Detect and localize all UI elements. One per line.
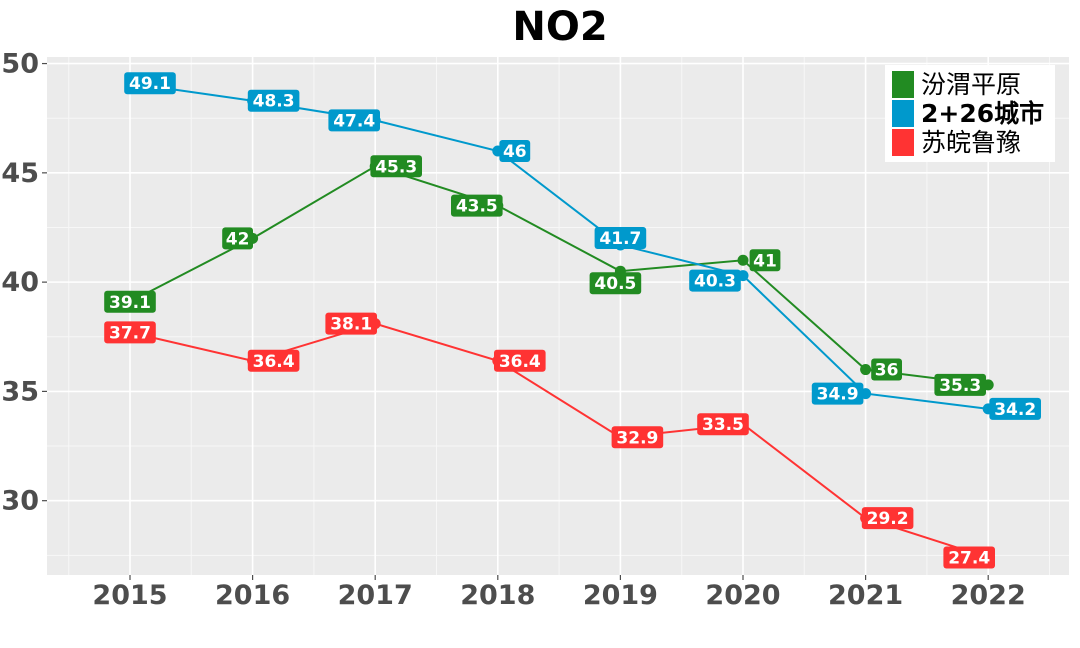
legend-key xyxy=(892,100,914,127)
data-label-box xyxy=(943,546,995,569)
data-label: 41.7 xyxy=(599,229,641,249)
data-label-box xyxy=(934,373,986,396)
y-tick-label: 50 xyxy=(1,49,39,80)
data-label-box xyxy=(861,507,914,530)
data-label-box xyxy=(247,89,300,112)
data-label: 27.4 xyxy=(948,549,990,569)
x-tick-label: 2022 xyxy=(951,580,1026,611)
data-label: 29.2 xyxy=(867,509,909,529)
data-label-box xyxy=(222,227,253,250)
x-tick-label: 2015 xyxy=(92,580,167,611)
data-label-box xyxy=(328,109,380,132)
y-axis: 30 35 40 45 50 xyxy=(1,49,47,517)
legend-label: 汾渭平原 xyxy=(921,70,1021,99)
legend-label: 苏皖鲁豫 xyxy=(921,128,1021,157)
data-label: 40.3 xyxy=(694,272,736,292)
x-tick-label: 2019 xyxy=(583,580,658,611)
y-tick-label: 45 xyxy=(1,158,39,189)
data-label: 41 xyxy=(753,251,777,271)
data-label: 36.4 xyxy=(499,352,541,372)
x-tick-label: 2021 xyxy=(828,580,903,611)
data-label-box xyxy=(811,382,864,405)
legend-key xyxy=(892,129,914,156)
data-label: 45.3 xyxy=(375,157,417,177)
x-tick-label: 2018 xyxy=(460,580,535,611)
data-point xyxy=(860,364,872,376)
data-label-box xyxy=(499,139,531,162)
series-line-1 xyxy=(129,165,989,386)
data-label: 46 xyxy=(503,142,527,162)
data-label: 48.3 xyxy=(253,92,295,112)
data-label-box xyxy=(594,226,647,249)
data-label-box xyxy=(589,272,642,295)
data-label-box xyxy=(689,269,741,292)
data-label: 35.3 xyxy=(939,376,981,396)
grid-minor xyxy=(47,57,1069,575)
data-label: 40.5 xyxy=(594,274,636,294)
legend-key xyxy=(892,71,914,98)
data-label-box xyxy=(871,358,902,381)
data-label: 34.2 xyxy=(994,400,1036,420)
data-label: 39.1 xyxy=(109,293,151,313)
data-label-box xyxy=(989,397,1041,420)
data-label-box xyxy=(124,72,176,95)
data-label-box xyxy=(451,194,503,217)
data-label-box xyxy=(611,426,664,449)
data-label: 42 xyxy=(226,229,250,249)
data-label-box xyxy=(104,290,156,313)
data-label-box xyxy=(749,249,781,272)
y-tick-label: 35 xyxy=(1,376,39,407)
series-labels: 39.1 42 45.3 43.5 40.5 41 36 35.3 49.1 48.3 47.4 46… xyxy=(104,72,1041,569)
chart-title: NO2 xyxy=(512,4,607,50)
y-tick-label: 40 xyxy=(1,267,39,298)
data-label-box xyxy=(325,312,377,335)
data-label: 34.9 xyxy=(817,385,859,405)
x-tick-label: 2016 xyxy=(215,580,290,611)
data-label: 36.4 xyxy=(253,352,295,372)
x-tick-label: 2020 xyxy=(705,580,780,611)
data-label-box xyxy=(697,413,749,436)
data-label-box xyxy=(370,155,422,178)
data-label: 43.5 xyxy=(456,197,498,217)
x-axis: 2015 2016 2017 2018 2019 2020 2021 2022 xyxy=(92,575,1026,611)
data-label-box xyxy=(494,349,546,372)
y-tick-label: 30 xyxy=(1,486,39,517)
x-tick-label: 2017 xyxy=(338,580,413,611)
data-label: 36 xyxy=(875,361,899,381)
data-label: 33.5 xyxy=(702,415,744,435)
data-label: 32.9 xyxy=(616,428,658,448)
data-label: 37.7 xyxy=(109,323,151,343)
data-label: 49.1 xyxy=(129,74,171,94)
data-point xyxy=(737,254,749,266)
legend-label: 2+26城市 xyxy=(921,99,1044,128)
data-label: 47.4 xyxy=(333,111,375,131)
data-label: 38.1 xyxy=(330,315,372,335)
data-label-box xyxy=(247,349,300,372)
data-label-box xyxy=(104,321,156,344)
